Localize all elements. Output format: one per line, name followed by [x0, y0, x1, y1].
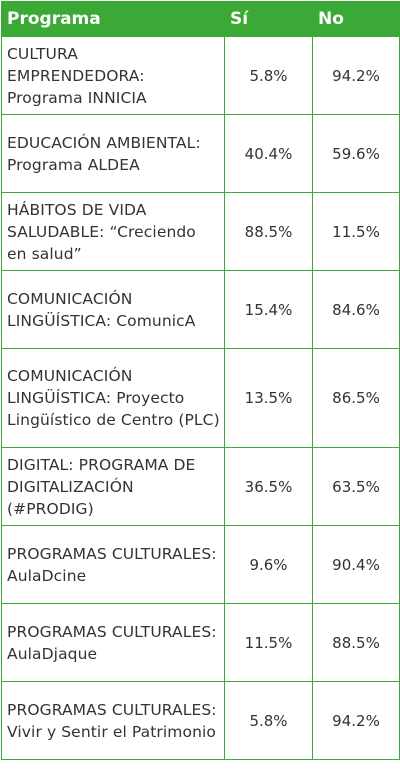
yes-value: 5.8%: [224, 36, 313, 115]
no-value: 59.6%: [312, 114, 400, 193]
program-name: COMUNICACIÓN LINGÜÍSTICA: Proyecto Lingü…: [1, 348, 225, 448]
table-row: PROGRAMAS CULTURALES: AulaDcine 9.6% 90.…: [1, 525, 400, 604]
yes-value: 88.5%: [224, 192, 313, 271]
table-row: CULTURA EMPRENDEDORA: Programa INNICIA 5…: [1, 36, 400, 115]
header-program: Programa: [1, 1, 225, 37]
table-row: COMUNICACIÓN LINGÜÍSTICA: Proyecto Lingü…: [1, 348, 400, 448]
no-value: 84.6%: [312, 270, 400, 349]
yes-value: 13.5%: [224, 348, 313, 448]
no-value: 63.5%: [312, 447, 400, 526]
yes-value: 36.5%: [224, 447, 313, 526]
table-header-row: Programa Sí No: [1, 1, 400, 37]
table-row: EDUCACIÓN AMBIENTAL: Programa ALDEA 40.4…: [1, 114, 400, 193]
table-row: PROGRAMAS CULTURALES: AulaDjaque 11.5% 8…: [1, 603, 400, 682]
no-value: 86.5%: [312, 348, 400, 448]
program-name: COMUNICACIÓN LINGÜÍSTICA: ComunicA: [1, 270, 225, 349]
yes-value: 40.4%: [224, 114, 313, 193]
program-name: CULTURA EMPRENDEDORA: Programa INNICIA: [1, 36, 225, 115]
no-value: 11.5%: [312, 192, 400, 271]
yes-value: 15.4%: [224, 270, 313, 349]
program-name: PROGRAMAS CULTURALES: AulaDjaque: [1, 603, 225, 682]
program-name: EDUCACIÓN AMBIENTAL: Programa ALDEA: [1, 114, 225, 193]
table-row: PROGRAMAS CULTURALES: Vivir y Sentir el …: [1, 681, 400, 760]
program-name: HÁBITOS DE VIDA SALUDABLE: “Creciendo en…: [1, 192, 225, 271]
header-no: No: [312, 1, 400, 37]
yes-value: 11.5%: [224, 603, 313, 682]
yes-value: 9.6%: [224, 525, 313, 604]
table-row: DIGITAL: PROGRAMA DE DIGITALIZACIÓN (#PR…: [1, 447, 400, 526]
no-value: 94.2%: [312, 681, 400, 760]
program-name: PROGRAMAS CULTURALES: AulaDcine: [1, 525, 225, 604]
header-yes: Sí: [224, 1, 313, 37]
no-value: 94.2%: [312, 36, 400, 115]
no-value: 88.5%: [312, 603, 400, 682]
program-name: PROGRAMAS CULTURALES: Vivir y Sentir el …: [1, 681, 225, 760]
programs-table: Programa Sí No CULTURA EMPRENDEDORA: Pro…: [1, 1, 400, 760]
table-row: HÁBITOS DE VIDA SALUDABLE: “Creciendo en…: [1, 192, 400, 271]
table-row: COMUNICACIÓN LINGÜÍSTICA: ComunicA 15.4%…: [1, 270, 400, 349]
program-name: DIGITAL: PROGRAMA DE DIGITALIZACIÓN (#PR…: [1, 447, 225, 526]
yes-value: 5.8%: [224, 681, 313, 760]
no-value: 90.4%: [312, 525, 400, 604]
